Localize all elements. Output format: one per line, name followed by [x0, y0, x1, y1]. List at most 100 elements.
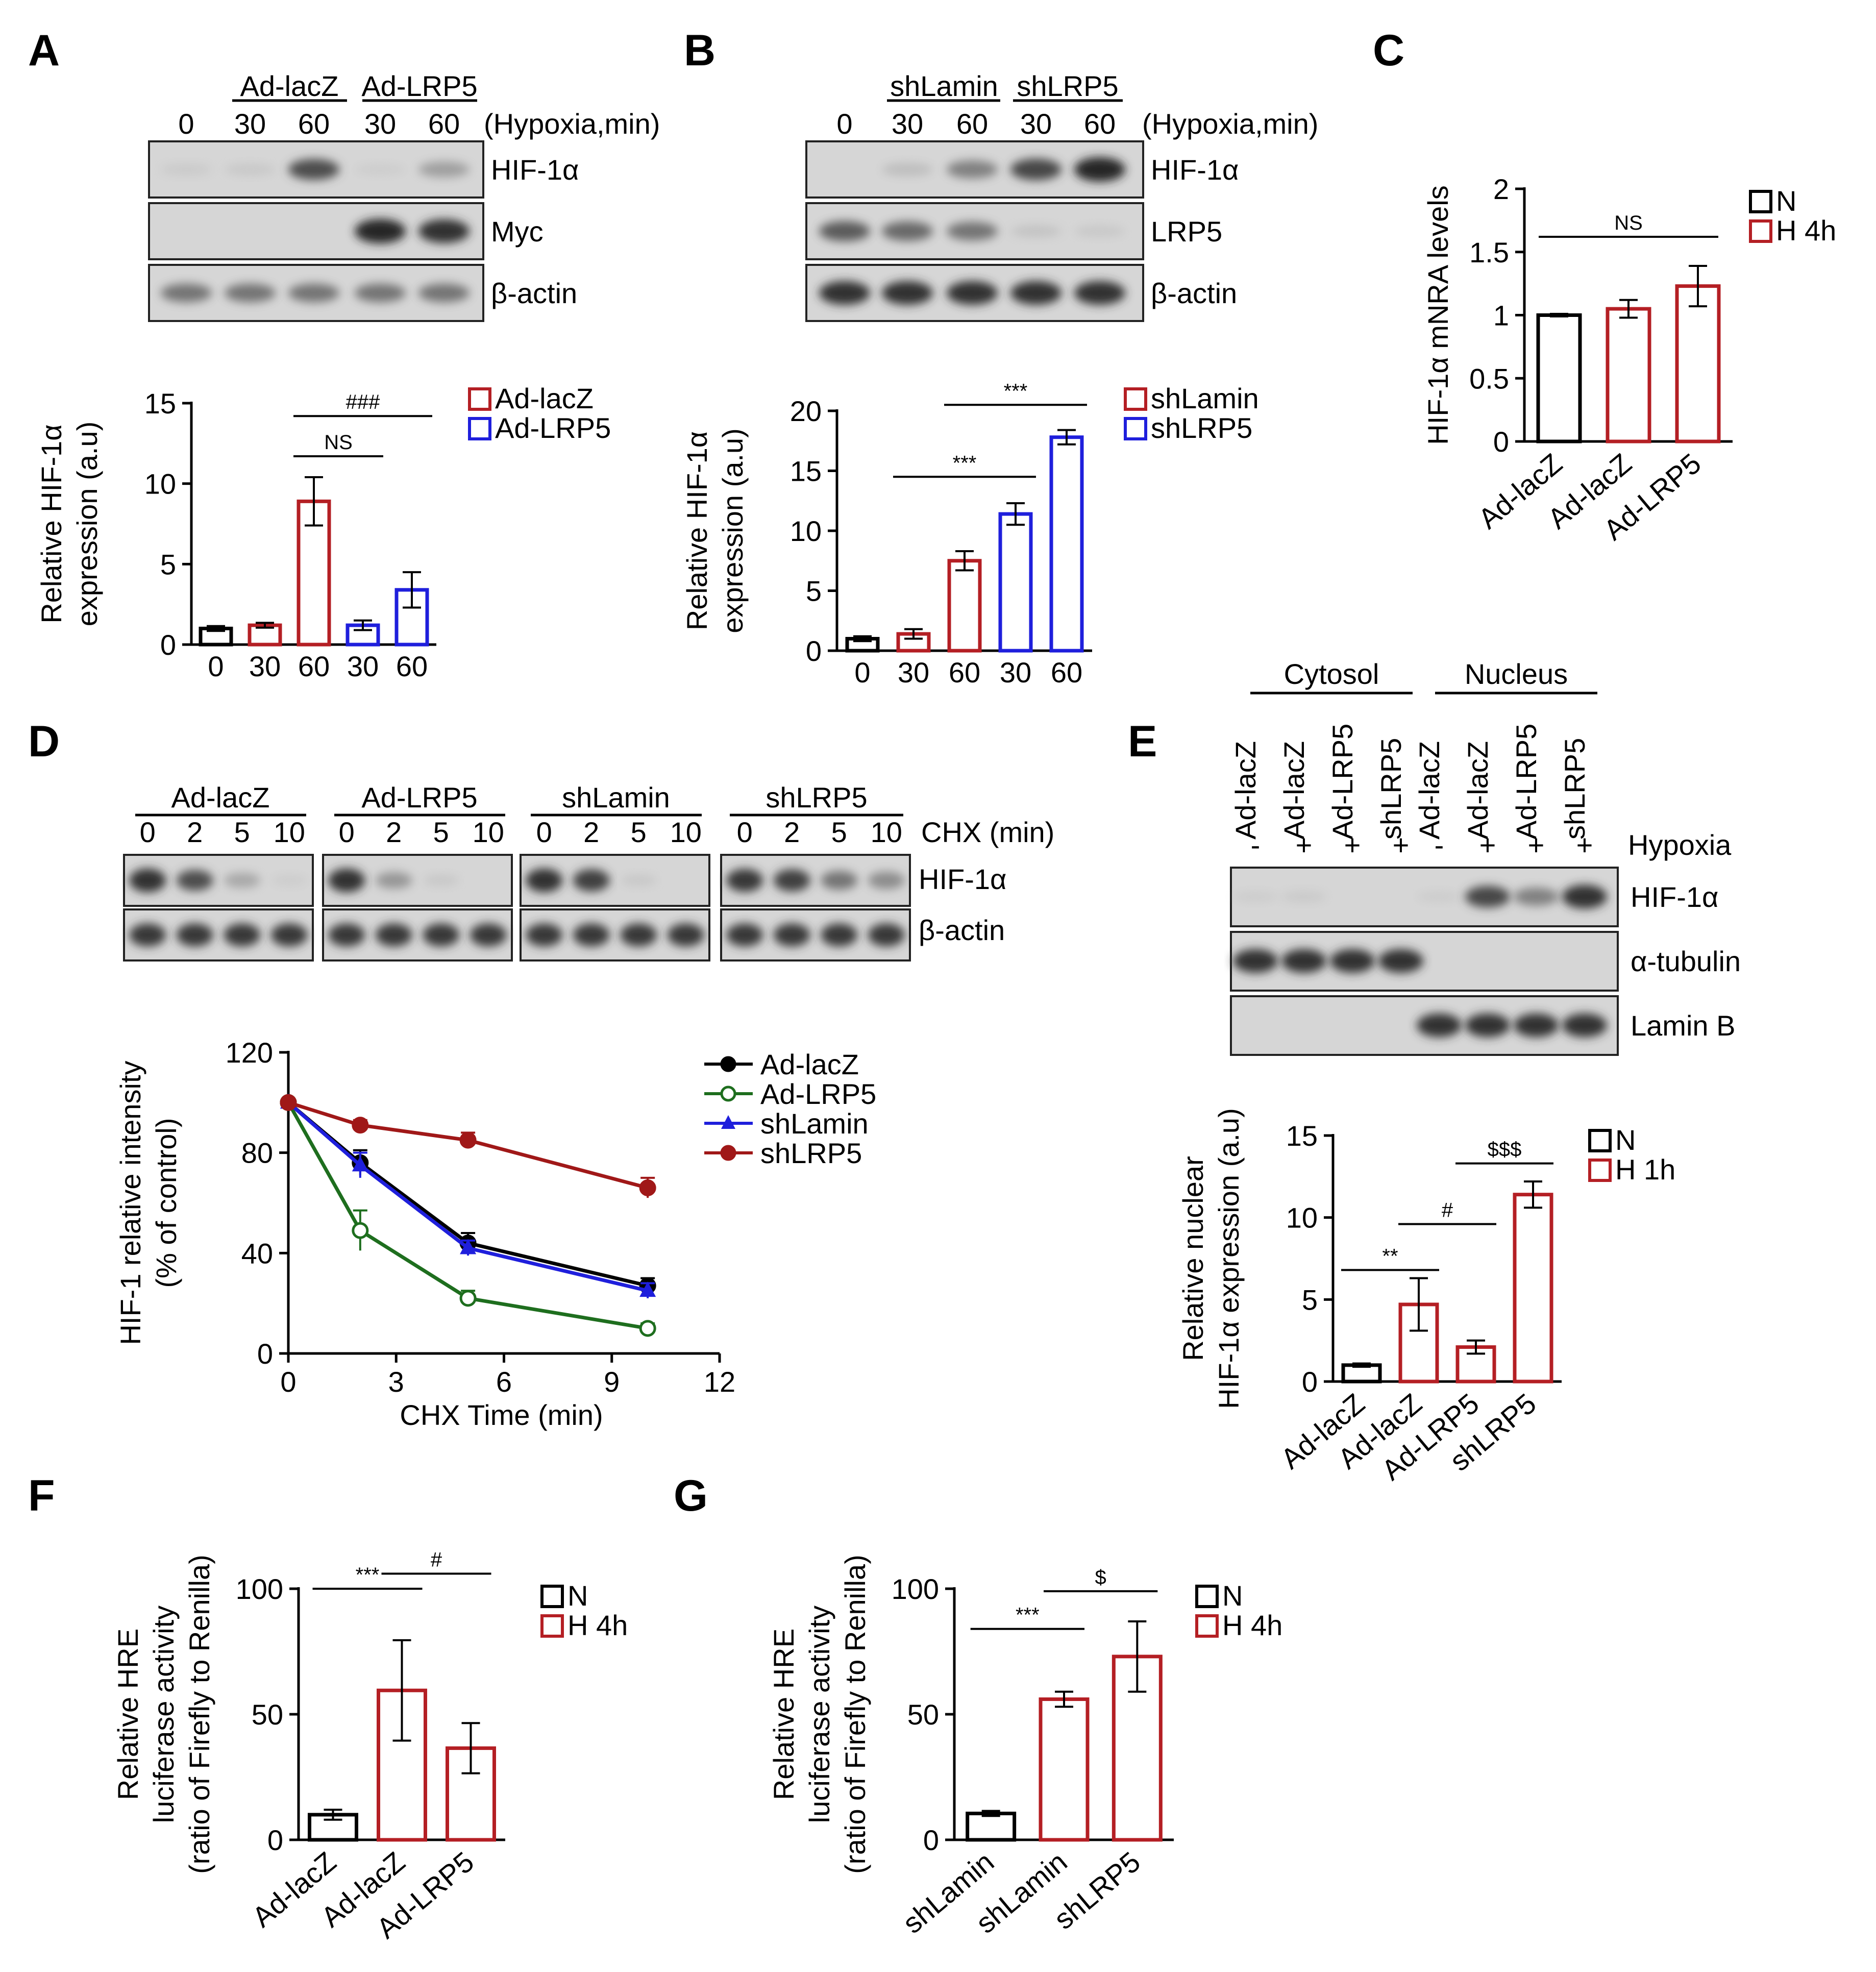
chart-b-ytick-label-2: 10	[790, 515, 822, 547]
chart-g-ytick-label-2: 100	[892, 1573, 939, 1605]
chart-c-legend-swatch-1	[1749, 219, 1772, 243]
blot-a-time-4: 60	[428, 108, 460, 140]
chart-e-sig-label-1: #	[1442, 1199, 1453, 1222]
blot-d-group-0: Ad-lacZ	[171, 781, 270, 814]
chart-d-point-2-2	[460, 1239, 477, 1254]
blot-a-time-1: 30	[234, 108, 266, 140]
blot-d-band-0-0-2	[224, 873, 261, 888]
chart-f-ytick-label-0: 0	[267, 1824, 283, 1856]
chart-e-ytick-label-0: 0	[1302, 1366, 1318, 1398]
blot-d-time-2-1: 2	[583, 816, 599, 848]
chart-d-point-2-3	[639, 1281, 656, 1297]
chart-a-legend-label-0: Ad-lacZ	[495, 382, 594, 414]
blot-a-band-2-1	[225, 283, 276, 303]
chart-b-xlabel-0: 0	[854, 656, 870, 688]
blot-panel-d: Ad-lacZ Ad-LRP5 shLamin shLRP5 0 2 5 10 0 2 5 1…	[123, 781, 1054, 962]
chart-e-ylabel-1: HIF-1α expression (a.u)	[1213, 1108, 1245, 1409]
blot-b-band-1-3	[1010, 225, 1062, 238]
chart-panel-g: 0 50 100 Relative HRE luciferase activity (ra…	[768, 1555, 1282, 1939]
blot-d-band-0-1-0	[129, 923, 166, 947]
chart-d-point-3-3	[639, 1179, 656, 1196]
blot-d-band-1-1-1	[375, 923, 412, 947]
chart-e-ylabel-0: Relative nuclear	[1177, 1156, 1209, 1361]
blot-b-band-2-0	[819, 281, 870, 305]
blot-d-band-2-1-3	[667, 923, 704, 947]
blot-d-time-2-3: 10	[670, 816, 702, 848]
chart-d-point-3-1	[352, 1117, 369, 1134]
blot-d-time-1-0: 0	[339, 816, 355, 848]
blot-a-band-2-2	[288, 283, 339, 303]
chart-a-xlabel-2: 60	[298, 650, 330, 682]
chart-panel-a: 0 5 10 15 Relative HIF-1α expression (a.u) 0 30…	[35, 382, 611, 682]
chart-f-ylabel-0: Relative HRE	[112, 1629, 144, 1800]
blot-e-lane-0: Ad-lacZ	[1229, 741, 1262, 840]
blot-e-bands-tubulin	[1233, 949, 1423, 973]
blot-e-hypoxia-7: +	[1576, 829, 1593, 861]
chart-d-legend-label-1: Ad-LRP5	[760, 1078, 876, 1110]
chart-d-ytick-label-0: 0	[257, 1338, 273, 1370]
blot-d-time-2-2: 5	[631, 816, 647, 848]
blot-a-time-3: 30	[364, 108, 396, 140]
blot-a-group-0: Ad-lacZ	[240, 70, 339, 102]
blot-b-row-label-0: HIF-1α	[1151, 154, 1239, 186]
blot-e-row-label-2: Lamin B	[1631, 1009, 1735, 1042]
chart-b-bar-3	[998, 512, 1033, 653]
chart-d-legend-marker-1	[720, 1086, 736, 1102]
blot-d-time-0-3: 10	[274, 816, 305, 848]
chart-g-sig-label-0: ***	[1016, 1604, 1040, 1626]
chart-a-xlabel-4: 60	[396, 650, 428, 682]
chart-e-sig-label-2: $$$	[1488, 1139, 1522, 1161]
blot-e-row-label-0: HIF-1α	[1631, 881, 1718, 913]
chart-c-bar-1	[1606, 307, 1651, 443]
blot-d-time-3-3: 10	[871, 816, 902, 848]
chart-d-point-3-0	[280, 1094, 297, 1111]
blot-e-hypoxia-0: -	[1251, 829, 1261, 861]
chart-b-legend-swatch-0	[1124, 387, 1147, 411]
blot-e-band-0-6	[1514, 888, 1559, 906]
chart-b-ylabel-0: Relative HIF-1α	[681, 431, 713, 630]
chart-d-xtick-label-4: 12	[704, 1366, 735, 1398]
blot-e-lane-labels: Ad-lacZ-Ad-lacZ+Ad-LRP5+shLRP5+Ad-lacZ-A…	[1229, 724, 1593, 861]
blot-d-condition: CHX (min)	[921, 816, 1054, 848]
chart-d-line-2	[287, 1101, 648, 1293]
blot-d-band-1-1-3	[470, 923, 507, 947]
blot-d-band-3-0-1	[773, 869, 810, 892]
chart-f-ylabel-1: luciferase activity	[147, 1606, 180, 1823]
chart-e-legend-swatch-1	[1588, 1158, 1612, 1182]
chart-c-bar-2	[1675, 284, 1721, 443]
blot-panel-a: Ad-lacZ Ad-LRP5 0 30 60 30 60 (Hypoxia,m…	[148, 70, 660, 322]
chart-d-line-0	[287, 1101, 648, 1288]
blot-d-band-2-0-2	[620, 874, 657, 886]
blot-d-time-0-0: 0	[140, 816, 156, 848]
blot-a-bands-actin	[161, 283, 470, 303]
blot-d-time-0-2: 5	[234, 816, 250, 848]
blot-e-hypoxia-4: -	[1435, 829, 1444, 861]
blot-e-fraction-0: Cytosol	[1284, 658, 1379, 690]
blot-panel-e: Cytosol Nucleus Ad-lacZ-Ad-lacZ+Ad-LRP5+…	[1229, 658, 1741, 1056]
blot-b-row-label-1: LRP5	[1151, 215, 1222, 248]
blot-a-condition: (Hypoxia,min)	[484, 108, 660, 140]
chart-c-ytick-label-1: 0.5	[1469, 362, 1509, 395]
blot-b-band-1-2	[947, 221, 998, 241]
blot-d-band-3-1-3	[868, 923, 905, 947]
blot-e-hypoxia-3: +	[1393, 829, 1410, 861]
chart-e-legend-swatch-0	[1588, 1129, 1612, 1152]
blot-d-band-1-0-2	[423, 874, 460, 886]
blot-e-band-1-1	[1281, 949, 1326, 973]
blot-b-band-0-4	[1074, 157, 1125, 182]
blot-a-band-2-3	[355, 283, 406, 303]
blot-e-band-1-2	[1330, 949, 1375, 973]
blot-a-band-0-2	[288, 159, 339, 180]
blot-d-band-0-0-0	[129, 868, 166, 893]
chart-f-legend-swatch-0	[540, 1585, 564, 1608]
chart-b-sig-label-0: ***	[953, 452, 977, 474]
chart-d-ytick-label-2: 80	[241, 1137, 273, 1169]
blot-e-band-1-3	[1378, 949, 1423, 973]
chart-g-bar-0	[966, 1811, 1017, 1842]
chart-b-ytick-label-0: 0	[806, 635, 822, 667]
blot-a-time-2: 60	[298, 108, 330, 140]
blot-e-fraction-1: Nucleus	[1465, 658, 1568, 690]
chart-g-legend-label-1: H 4h	[1222, 1609, 1282, 1641]
blot-b-bands-lrp5	[819, 221, 1125, 241]
panel-letter-g: G	[674, 1471, 708, 1520]
